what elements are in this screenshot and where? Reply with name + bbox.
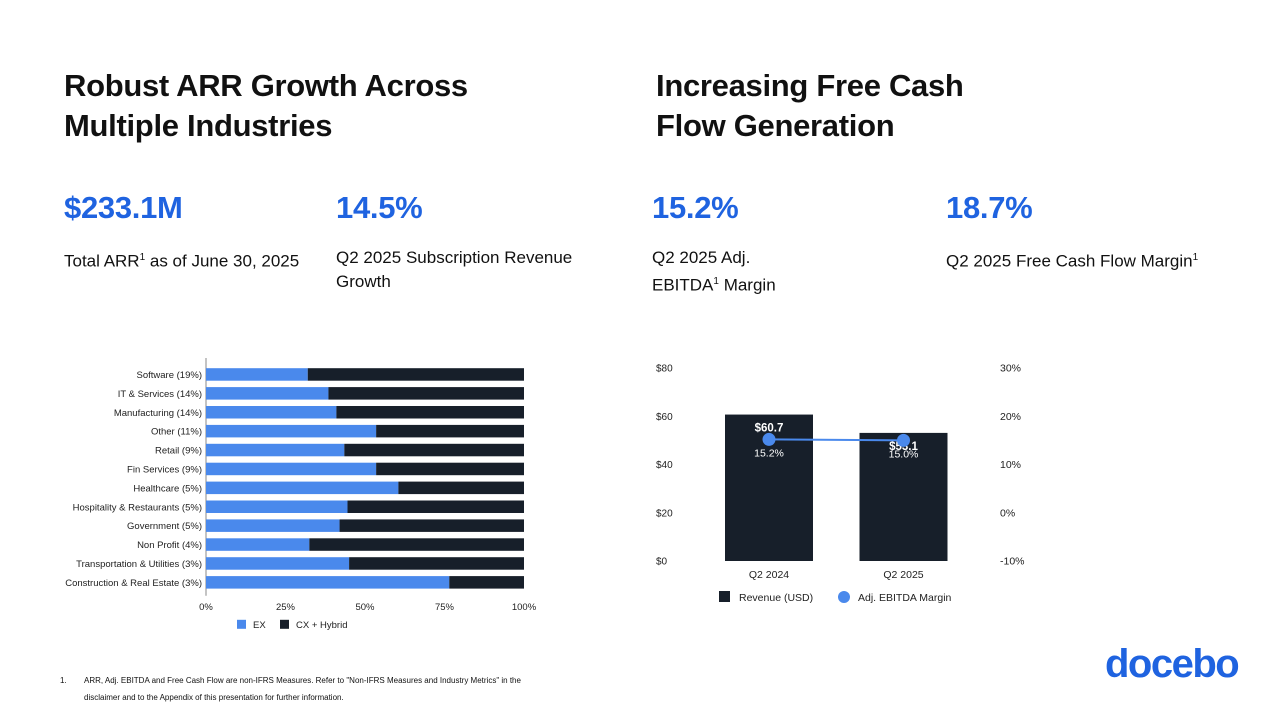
legend-ex-label: EX — [253, 620, 266, 630]
revenue-x-tick-label: Q2 2024 — [749, 569, 789, 581]
revenue-y-tick-label: $40 — [656, 460, 673, 471]
revenue-data-label: $60.7 — [755, 423, 784, 435]
right-section-title: Increasing Free Cash Flow Generation — [656, 66, 964, 146]
industry-bar-ex — [206, 406, 337, 419]
industry-bar-cx-hybrid — [376, 424, 524, 438]
industry-category-label: Healthcare (5%) — [133, 483, 202, 494]
revenue-bar — [859, 432, 948, 561]
industry-bar-cx-hybrid — [328, 387, 524, 400]
right-title-line2: Flow Generation — [656, 108, 895, 143]
industry-bar-ex — [206, 462, 377, 476]
industry-bar-cx-hybrid — [307, 368, 524, 381]
margin-y2-tick-label: -10% — [1000, 556, 1025, 568]
revenue-data-label: $53.1 — [889, 441, 918, 453]
legend-ex-swatch — [237, 619, 246, 629]
industry-category-label: Hospitality & Restaurants (5%) — [73, 502, 202, 513]
kpi-fcf-margin-label: Q2 2025 Free Cash Flow Margin1 — [946, 251, 1199, 271]
industry-category-label: Construction & Real Estate (3%) — [65, 578, 202, 589]
legend-cx-hybrid-label: CX + Hybrid — [296, 620, 347, 630]
industry-x-tick-label: 25% — [276, 602, 296, 613]
industry-bar-ex — [206, 538, 310, 551]
industry-category-label: Government (5%) — [127, 521, 202, 532]
left-section-title: Robust ARR Growth Across Multiple Indust… — [64, 66, 468, 146]
margin-data-label: 15.0% — [889, 448, 919, 460]
legend-margin-swatch — [838, 591, 850, 603]
industry-bar-cx-hybrid — [309, 538, 524, 551]
left-title-line2: Multiple Industries — [64, 108, 333, 143]
industry-category-label: Other (11%) — [151, 427, 202, 438]
footnote-number: 1. — [60, 676, 67, 685]
kpi-subscription-growth-label: Q2 2025 Subscription Revenue Growth — [336, 248, 573, 291]
industry-bar-cx-hybrid — [349, 557, 524, 570]
margin-point — [762, 432, 776, 446]
industry-category-label: Software (19%) — [137, 370, 202, 381]
industry-category-label: Non Profit (4%) — [137, 540, 202, 551]
industry-bar-ex — [206, 519, 340, 532]
kpi-ebitda-margin-value: 15.2% — [652, 190, 739, 225]
margin-y2-tick-label: 0% — [1000, 507, 1015, 519]
industry-bar-cx-hybrid — [449, 576, 524, 589]
industry-bar-cx-hybrid — [398, 481, 524, 495]
industry-bar-ex — [206, 424, 377, 438]
industry-bar-ex — [206, 443, 345, 457]
industry-x-tick-label: 0% — [199, 602, 213, 613]
margin-y2-tick-label: 30% — [1000, 363, 1021, 375]
margin-y2-tick-label: 20% — [1000, 411, 1021, 423]
kpi-fcf-margin-value: 18.7% — [946, 190, 1033, 225]
revenue-x-tick-label: Q2 2025 — [883, 569, 923, 581]
kpi-total-arr-value: $233.1M — [64, 190, 183, 225]
industry-category-label: Transportation & Utilities (3%) — [76, 559, 202, 570]
industry-bar-cx-hybrid — [376, 462, 524, 476]
kpi-total-arr-label: Total ARR1 as of June 30, 2025 — [64, 251, 300, 271]
industry-bar-cx-hybrid — [336, 406, 524, 419]
industry-arr-chart: Software (19%) IT & Services (14%) Manufac… — [65, 358, 537, 630]
industry-bar-ex — [206, 368, 308, 381]
industry-x-tick-label: 75% — [435, 602, 455, 613]
kpi-ebitda-margin-label: Q2 2025 Adj. EBITDA1 Margin — [652, 248, 776, 295]
margin-line — [768, 438, 904, 442]
industry-bar-ex — [206, 557, 350, 570]
footnote: 1. ARR, Adj. EBITDA and Free Cash Flow a… — [60, 672, 600, 706]
industry-category-label: Fin Services (9%) — [127, 464, 202, 475]
industry-bar-ex — [206, 576, 450, 589]
industry-category-label: Retail (9%) — [155, 446, 202, 457]
margin-y2-tick-label: 10% — [1000, 459, 1021, 471]
industry-category-label: IT & Services (14%) — [118, 389, 202, 400]
industry-x-tick-label: 100% — [512, 602, 537, 613]
industry-bar-ex — [206, 481, 399, 495]
industry-bar-cx-hybrid — [339, 519, 524, 532]
left-title-line1: Robust ARR Growth Across — [64, 68, 468, 103]
revenue-y-tick-label: $0 — [656, 557, 668, 568]
margin-data-label: 15.2% — [754, 447, 784, 459]
kpi-subscription-growth-value: 14.5% — [336, 190, 423, 225]
revenue-margin-chart: $0 $20 $40 $60 $80 -10% 0% 10% 20% 30% $60.7 Q2 202… — [656, 363, 1025, 605]
legend-cx-hybrid-swatch — [280, 619, 289, 629]
industry-x-tick-label: 50% — [355, 602, 375, 613]
revenue-y-tick-label: $20 — [656, 508, 673, 519]
footnote-line2: disclaimer and to the Appendix of this p… — [84, 693, 344, 702]
legend-margin-label: Adj. EBITDA Margin — [858, 592, 952, 604]
revenue-y-tick-label: $80 — [656, 364, 673, 375]
footnote-line1: ARR, Adj. EBITDA and Free Cash Flow are … — [84, 676, 521, 685]
docebo-logo: docebo — [1105, 642, 1240, 686]
industry-bar-ex — [206, 500, 348, 513]
industry-bar-ex — [206, 387, 329, 400]
industry-category-label: Manufacturing (14%) — [114, 408, 202, 419]
industry-bar-cx-hybrid — [344, 443, 524, 457]
legend-revenue-label: Revenue (USD) — [739, 592, 813, 604]
revenue-y-tick-label: $60 — [656, 412, 673, 423]
margin-point — [897, 433, 910, 447]
right-title-line1: Increasing Free Cash — [656, 68, 964, 103]
industry-bar-cx-hybrid — [347, 500, 524, 513]
legend-revenue-swatch — [719, 591, 730, 602]
